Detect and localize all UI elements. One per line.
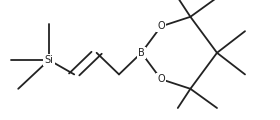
Text: O: O [157,74,165,84]
Text: O: O [157,21,165,31]
Text: Si: Si [45,55,53,65]
Text: B: B [138,48,145,58]
